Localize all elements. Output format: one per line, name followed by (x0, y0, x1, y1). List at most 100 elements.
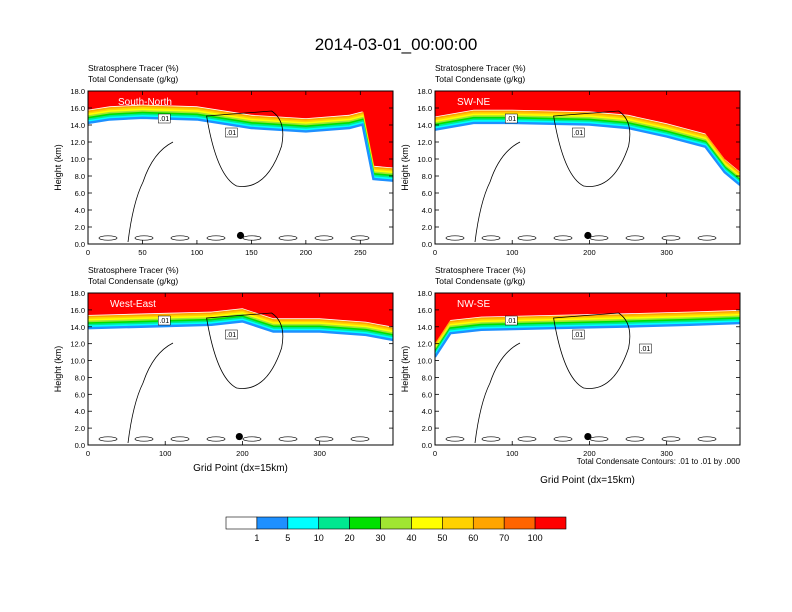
contour-label: .01 (573, 130, 583, 137)
y-tick-label: 14.0 (417, 121, 432, 130)
colorbar-swatch (349, 516, 381, 530)
condensate-contour (242, 436, 262, 442)
x-tick-label: 200 (583, 449, 596, 458)
colorbar-swatch (225, 516, 258, 530)
condensate-contour (127, 141, 174, 243)
contour-label-box (639, 343, 652, 354)
location-marker (236, 231, 245, 240)
x-tick-label: 0 (86, 248, 90, 257)
colorbar-label: 10 (314, 533, 324, 543)
contour-label: .01 (641, 346, 651, 353)
condensate-contour (553, 110, 631, 187)
colorbar-swatch (380, 516, 412, 530)
y-axis-label: Height (km) (400, 346, 410, 393)
panel-title-tracer: Stratosphere Tracer (%) (435, 265, 526, 275)
contour-label-box (572, 329, 585, 340)
y-tick-label: 2.0 (422, 223, 432, 232)
y-tick-label: 14.0 (70, 323, 85, 332)
condensate-contour (127, 342, 174, 444)
y-tick-label: 0.0 (75, 441, 85, 450)
y-tick-label: 10.0 (70, 357, 85, 366)
x-tick-label: 0 (86, 449, 90, 458)
strat-tracer-region (88, 293, 393, 327)
condensate-contour (206, 436, 226, 442)
panel-title-tracer: Stratosphere Tracer (%) (88, 265, 179, 275)
x-tick-label: 0 (433, 449, 437, 458)
y-tick-label: 2.0 (75, 424, 85, 433)
colorbar-swatch (442, 516, 474, 530)
y-tick-label: 18.0 (70, 87, 85, 96)
condensate-contour (206, 312, 284, 389)
contour-label-box (158, 315, 171, 326)
strat-tracer-region (435, 293, 740, 344)
contour-label-box (225, 127, 238, 138)
colorbar-swatch (472, 516, 505, 530)
condensate-contour (98, 436, 118, 442)
y-tick-label: 16.0 (70, 104, 85, 113)
condensate-contour (553, 312, 631, 389)
y-tick-label: 6.0 (75, 189, 85, 198)
y-tick-label: 0.0 (75, 240, 85, 249)
contour-label: .01 (226, 130, 236, 137)
colorbar-label: 5 (285, 533, 290, 543)
x-tick-label: 300 (660, 449, 673, 458)
y-tick-label: 12.0 (70, 340, 85, 349)
panel-title-condensate: Total Condensate (g/kg) (435, 276, 525, 286)
colorbar-label: 70 (499, 533, 509, 543)
condensate-contour (481, 436, 501, 442)
x-tick-label: 0 (433, 248, 437, 257)
plot-frame (434, 90, 741, 245)
y-tick-label: 4.0 (422, 206, 432, 215)
colorbar-label: 100 (528, 533, 543, 543)
condensate-contour (445, 235, 465, 241)
y-axis-label: Height (km) (53, 144, 63, 191)
tracer-gradient-band (435, 310, 740, 347)
contour-label: .01 (506, 318, 516, 325)
contour-label-box (505, 315, 518, 326)
y-axis-label: Height (km) (400, 144, 410, 191)
panel-title-condensate: Total Condensate (g/kg) (88, 276, 178, 286)
panel-name-label: SW-NE (457, 97, 490, 108)
condensate-contour (661, 235, 681, 241)
y-tick-label: 16.0 (417, 104, 432, 113)
x-tick-label: 200 (583, 248, 596, 257)
condensate-contour (278, 436, 298, 442)
y-tick-label: 12.0 (417, 138, 432, 147)
condensate-contour (481, 235, 501, 241)
condensate-contour (278, 235, 298, 241)
y-tick-label: 0.0 (422, 441, 432, 450)
strat-tracer-region (435, 91, 740, 172)
x-tick-label: 100 (191, 248, 204, 257)
y-tick-label: 10.0 (417, 357, 432, 366)
tracer-gradient-band (88, 308, 393, 330)
condensate-contour (517, 235, 537, 241)
y-tick-label: 0.0 (422, 240, 432, 249)
contour-label-box (572, 127, 585, 138)
x-tick-label: 150 (245, 248, 258, 257)
y-tick-label: 10.0 (417, 155, 432, 164)
panel-name-label: NW-SE (457, 299, 490, 310)
tracer-gradient-band (435, 317, 740, 353)
y-tick-label: 4.0 (75, 407, 85, 416)
condensate-contour (517, 436, 537, 442)
condensate-contour (350, 235, 370, 241)
contour-label-box (505, 113, 518, 124)
x-tick-label: 200 (300, 248, 313, 257)
plot-frame (87, 292, 394, 446)
condensate-contour (697, 436, 717, 442)
x-tick-label: 300 (660, 248, 673, 257)
tracer-gradient-band (435, 321, 740, 358)
x-axis-label: Grid Point (dx=15km) (193, 463, 288, 474)
x-tick-label: 300 (313, 449, 326, 458)
colorbar-label: 20 (345, 533, 355, 543)
y-tick-label: 4.0 (422, 407, 432, 416)
condensate-contour (445, 436, 465, 442)
y-tick-label: 18.0 (70, 289, 85, 298)
y-axis-label: Height (km) (53, 346, 63, 393)
figure-title: 2014-03-01_00:00:00 (315, 35, 478, 54)
y-tick-label: 16.0 (417, 306, 432, 315)
contour-note: Total Condensate Contours: .01 to .01 by… (577, 457, 741, 466)
condensate-contour (474, 342, 521, 444)
x-tick-label: 250 (354, 248, 367, 257)
